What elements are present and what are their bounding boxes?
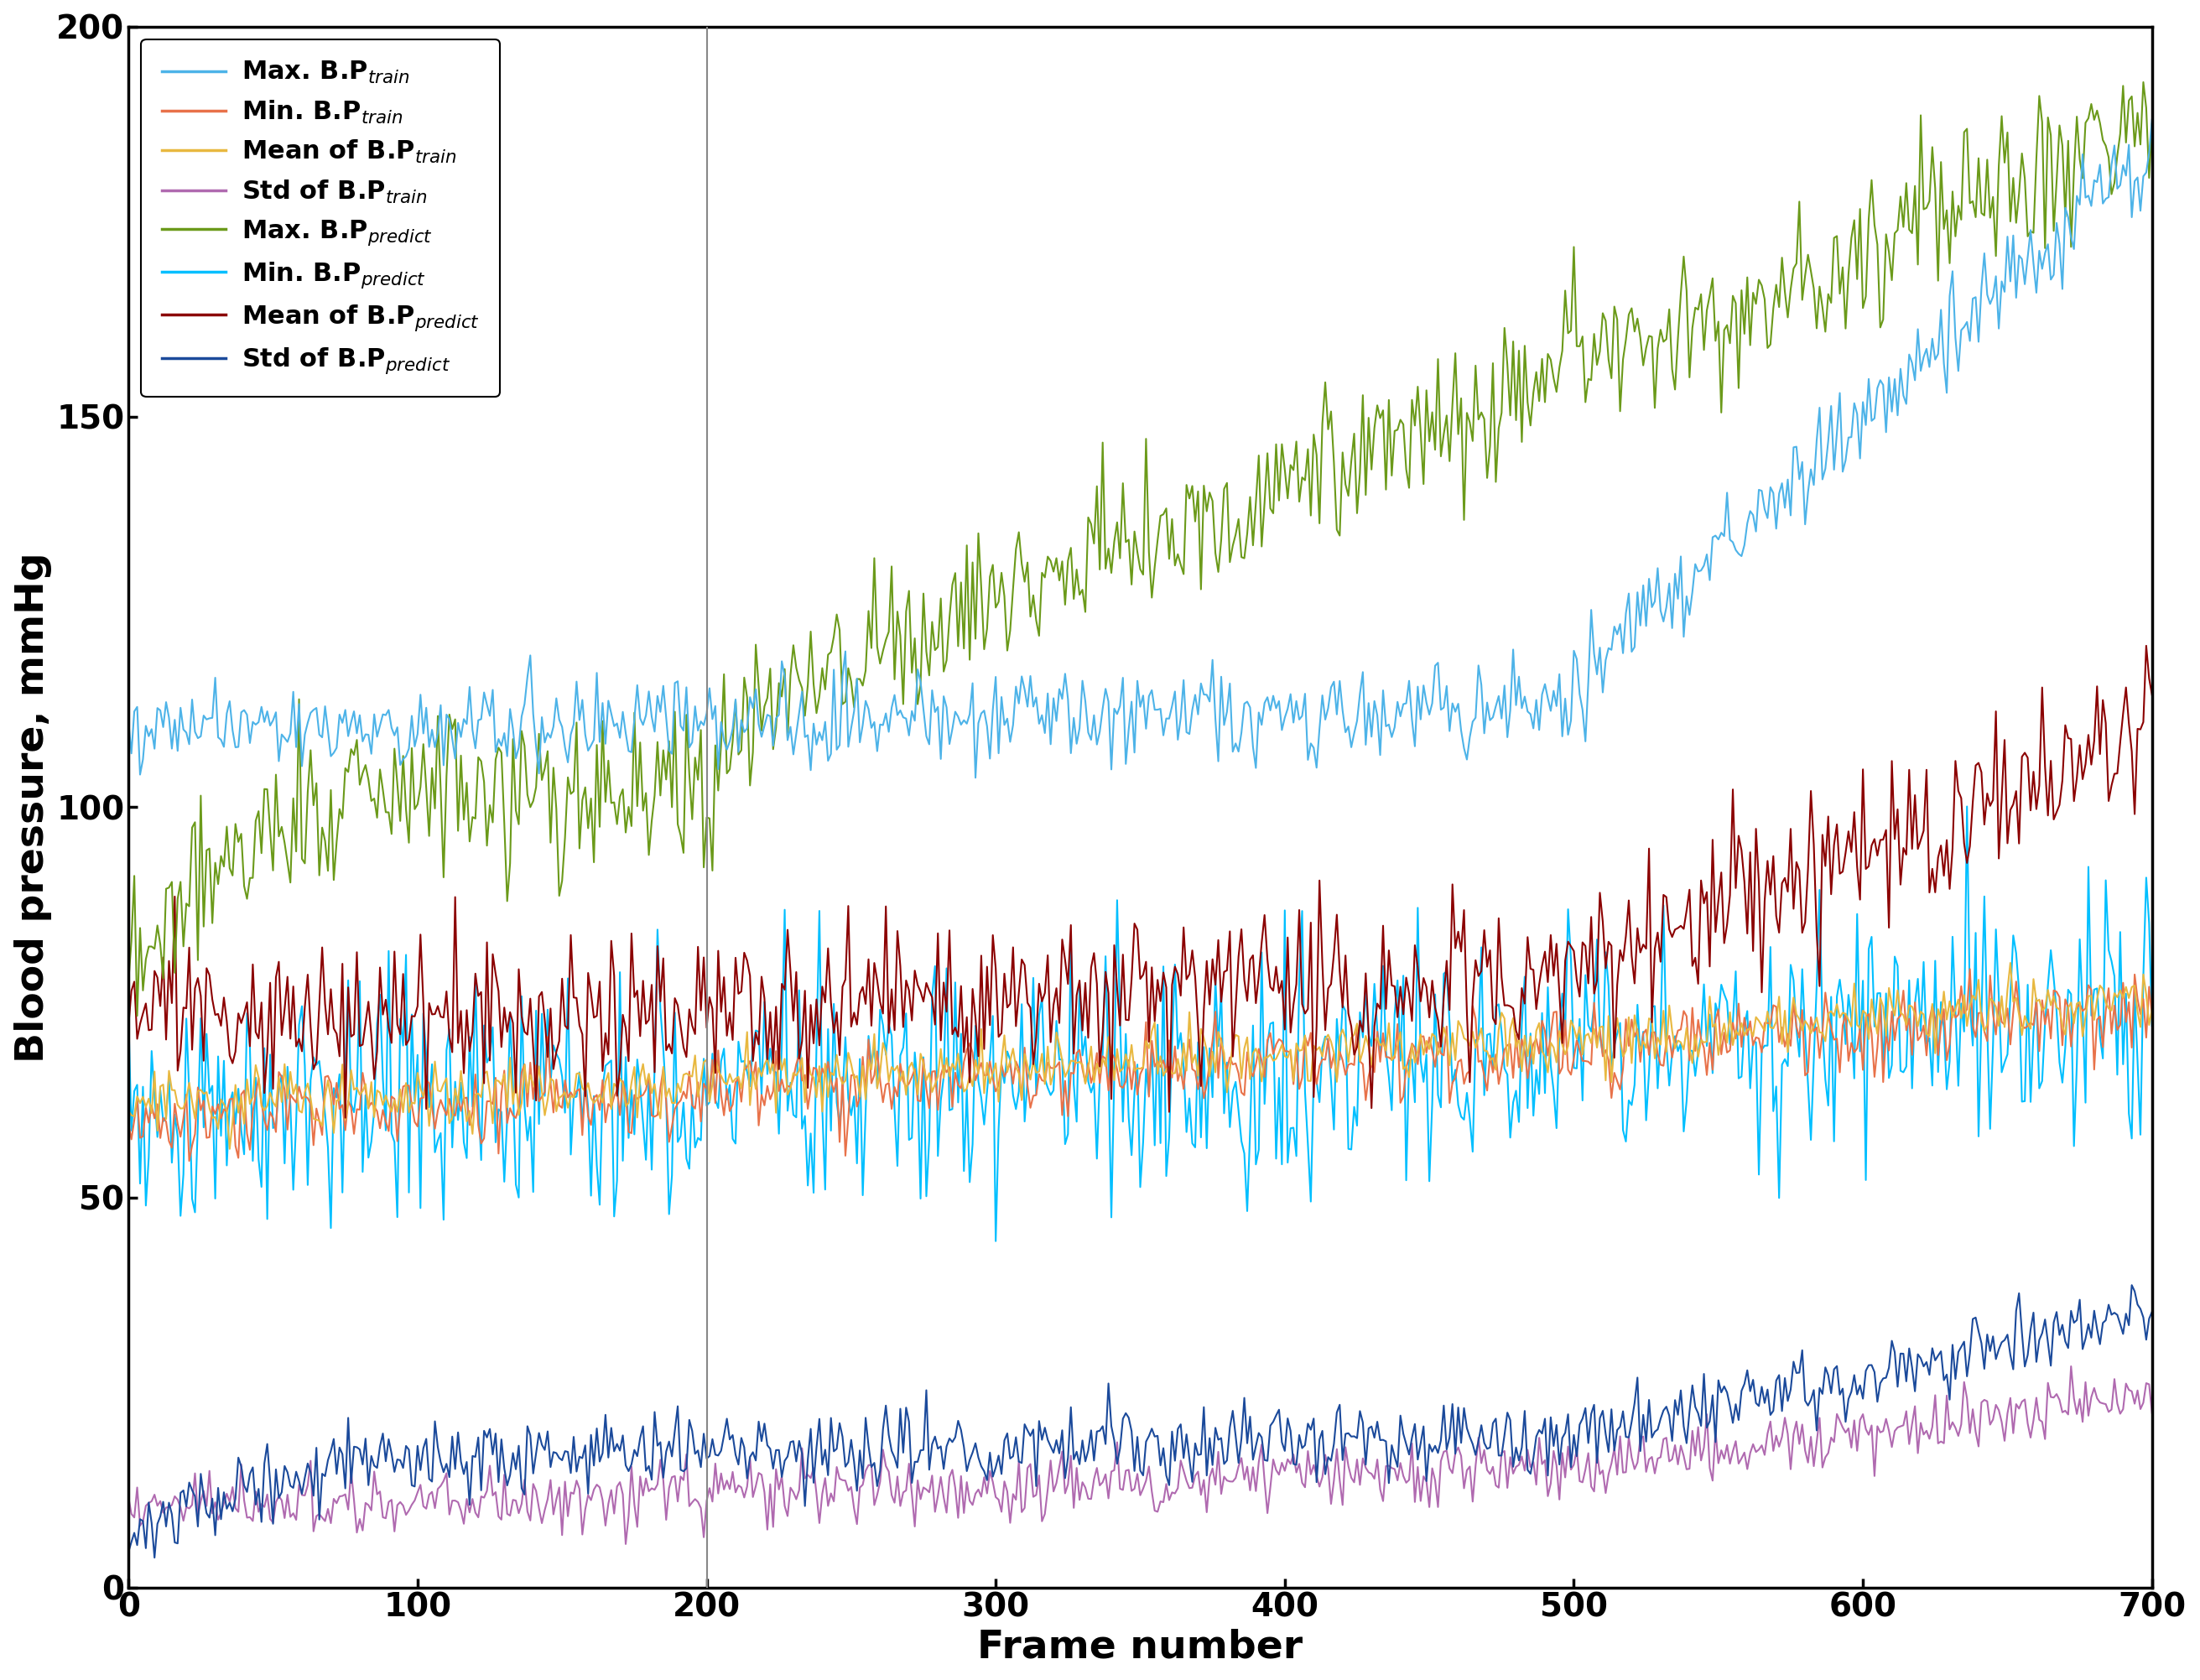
Min. B.P$_{predict}$	[1597, 1057, 1624, 1077]
Min. B.P$_{train}$	[114, 1114, 141, 1134]
Std of B.P$_{train}$	[114, 1487, 141, 1507]
Max. B.P$_{predict}$	[1745, 270, 1771, 291]
Min. B.P$_{predict}$	[1745, 1164, 1771, 1184]
Line: Max. B.P$_{train}$: Max. B.P$_{train}$	[128, 119, 2152, 778]
Mean of B.P$_{predict}$	[114, 1015, 141, 1035]
Std of B.P$_{predict}$	[114, 1542, 141, 1562]
Max. B.P$_{train}$	[1597, 640, 1624, 660]
Min. B.P$_{predict}$	[946, 1092, 972, 1112]
Mean of B.P$_{predict}$	[2138, 685, 2165, 706]
Line: Min. B.P$_{train}$: Min. B.P$_{train}$	[128, 969, 2152, 1161]
Max. B.P$_{predict}$	[425, 706, 451, 726]
Min. B.P$_{train}$	[1956, 959, 1982, 979]
Max. B.P$_{train}$	[444, 712, 471, 732]
Line: Mean of B.P$_{train}$: Mean of B.P$_{train}$	[128, 963, 2152, 1149]
Mean of B.P$_{train}$	[1850, 1001, 1877, 1021]
Std of B.P$_{predict}$	[948, 1420, 975, 1440]
Mean of B.P$_{train}$	[114, 1100, 141, 1121]
Std of B.P$_{predict}$	[2138, 1302, 2165, 1322]
Std of B.P$_{predict}$	[141, 1547, 167, 1567]
Mean of B.P$_{predict}$	[2134, 635, 2160, 655]
Min. B.P$_{train}$	[1850, 1060, 1877, 1080]
Max. B.P$_{predict}$	[114, 971, 141, 991]
Mean of B.P$_{predict}$	[1745, 872, 1771, 892]
Max. B.P$_{predict}$	[2138, 114, 2165, 134]
X-axis label: Frame number: Frame number	[977, 1628, 1302, 1667]
Max. B.P$_{train}$	[1745, 480, 1771, 501]
Line: Std of B.P$_{predict}$: Std of B.P$_{predict}$	[128, 1285, 2152, 1557]
Min. B.P$_{predict}$	[1954, 796, 1980, 816]
Mean of B.P$_{train}$	[1998, 953, 2024, 973]
Line: Max. B.P$_{predict}$: Max. B.P$_{predict}$	[128, 82, 2152, 1016]
Mean of B.P$_{train}$	[1597, 1072, 1624, 1092]
Mean of B.P$_{train}$	[1745, 1011, 1771, 1032]
Mean of B.P$_{predict}$	[948, 976, 975, 996]
Mean of B.P$_{train}$	[216, 1139, 242, 1159]
Std of B.P$_{train}$	[2138, 1403, 2165, 1423]
Max. B.P$_{predict}$	[2130, 72, 2156, 92]
Legend: Max. B.P$_{train}$, Min. B.P$_{train}$, Mean of B.P$_{train}$, Std of B.P$_{trai: Max. B.P$_{train}$, Min. B.P$_{train}$, …	[141, 39, 499, 396]
Min. B.P$_{predict}$	[422, 1142, 449, 1163]
Std of B.P$_{train}$	[422, 1499, 449, 1519]
Max. B.P$_{predict}$	[1597, 368, 1624, 388]
Std of B.P$_{predict}$	[1745, 1396, 1771, 1416]
Mean of B.P$_{train}$	[425, 1080, 451, 1100]
Max. B.P$_{train}$	[946, 707, 972, 727]
Std of B.P$_{predict}$	[425, 1436, 451, 1457]
Std of B.P$_{predict}$	[2119, 1275, 2145, 1295]
Min. B.P$_{train}$	[425, 1100, 451, 1121]
Std of B.P$_{train}$	[1745, 1440, 1771, 1460]
Std of B.P$_{train}$	[2057, 1356, 2083, 1376]
Min. B.P$_{predict}$	[114, 1006, 141, 1026]
Max. B.P$_{predict}$	[1850, 297, 1877, 318]
Mean of B.P$_{predict}$	[1850, 759, 1877, 780]
Mean of B.P$_{train}$	[948, 1065, 975, 1085]
Min. B.P$_{train}$	[449, 1100, 475, 1121]
Max. B.P$_{predict}$	[123, 1006, 150, 1026]
Y-axis label: Blood pressure, mmHg: Blood pressure, mmHg	[13, 551, 53, 1062]
Min. B.P$_{predict}$	[1850, 971, 1877, 991]
Std of B.P$_{train}$	[948, 1467, 975, 1487]
Std of B.P$_{train}$	[1597, 1453, 1624, 1473]
Mean of B.P$_{predict}$	[1597, 936, 1624, 956]
Min. B.P$_{train}$	[176, 1151, 202, 1171]
Std of B.P$_{train}$	[612, 1534, 638, 1554]
Std of B.P$_{predict}$	[1850, 1389, 1877, 1410]
Min. B.P$_{train}$	[2138, 1006, 2165, 1026]
Mean of B.P$_{predict}$	[425, 996, 451, 1016]
Min. B.P$_{train}$	[948, 1079, 975, 1099]
Line: Mean of B.P$_{predict}$: Mean of B.P$_{predict}$	[128, 645, 2152, 1117]
Std of B.P$_{train}$	[1850, 1404, 1877, 1425]
Min. B.P$_{predict}$	[983, 1231, 1010, 1252]
Line: Std of B.P$_{train}$: Std of B.P$_{train}$	[128, 1366, 2152, 1544]
Max. B.P$_{train}$	[2138, 109, 2165, 129]
Max. B.P$_{train}$	[422, 738, 449, 758]
Std of B.P$_{predict}$	[1597, 1399, 1624, 1420]
Mean of B.P$_{predict}$	[332, 1107, 359, 1127]
Min. B.P$_{train}$	[1597, 1089, 1624, 1109]
Min. B.P$_{train}$	[1745, 1028, 1771, 1048]
Min. B.P$_{predict}$	[2138, 1016, 2165, 1037]
Mean of B.P$_{predict}$	[449, 1001, 475, 1021]
Std of B.P$_{predict}$	[449, 1452, 475, 1472]
Mean of B.P$_{train}$	[449, 1060, 475, 1080]
Min. B.P$_{predict}$	[444, 1110, 471, 1131]
Line: Min. B.P$_{predict}$: Min. B.P$_{predict}$	[128, 806, 2152, 1242]
Max. B.P$_{train}$	[1850, 391, 1877, 412]
Max. B.P$_{predict}$	[449, 746, 475, 766]
Std of B.P$_{train}$	[444, 1492, 471, 1512]
Mean of B.P$_{train}$	[2138, 1000, 2165, 1020]
Max. B.P$_{train}$	[961, 768, 988, 788]
Max. B.P$_{train}$	[114, 712, 141, 732]
Max. B.P$_{predict}$	[948, 573, 975, 593]
